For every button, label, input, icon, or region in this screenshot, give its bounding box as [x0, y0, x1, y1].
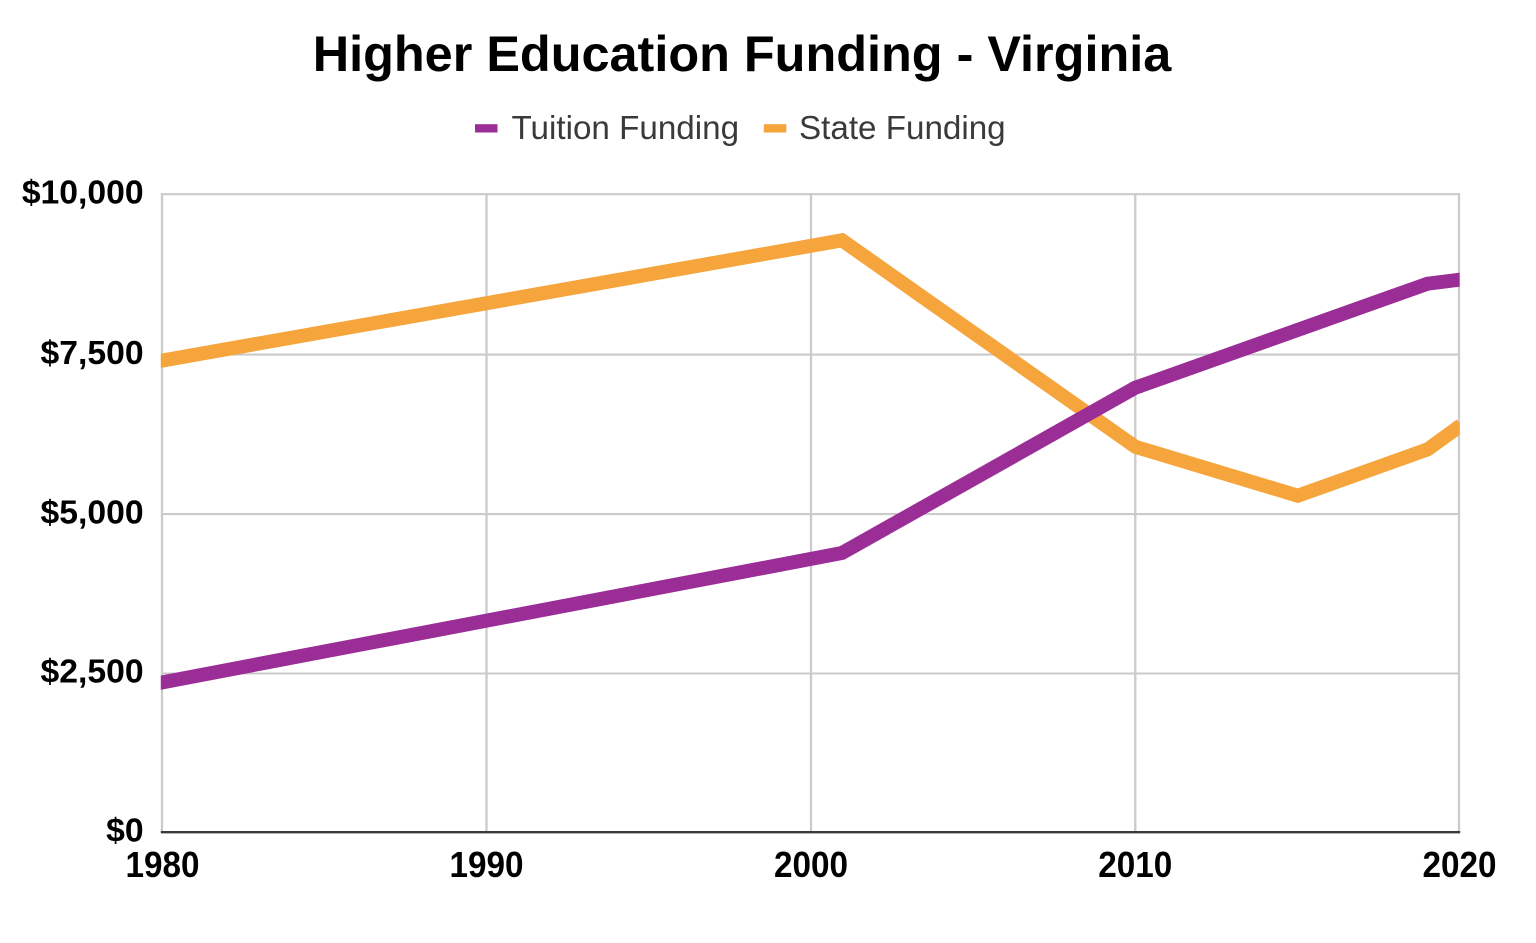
svg-text:$0: $0 — [106, 812, 143, 850]
svg-text:2020: 2020 — [1423, 845, 1497, 885]
svg-text:2000: 2000 — [774, 845, 848, 885]
svg-text:1980: 1980 — [126, 845, 200, 885]
svg-text:$10,000: $10,000 — [22, 173, 144, 211]
svg-text:1990: 1990 — [450, 845, 524, 885]
svg-text:State Funding: State Funding — [799, 110, 1006, 147]
svg-text:$5,000: $5,000 — [41, 493, 144, 531]
svg-text:$7,500: $7,500 — [41, 334, 144, 372]
svg-text:Higher Education Funding - Vir: Higher Education Funding - Virginia — [313, 25, 1172, 82]
svg-text:Tuition Funding: Tuition Funding — [512, 110, 740, 147]
svg-text:$2,500: $2,500 — [41, 653, 144, 691]
svg-text:2010: 2010 — [1098, 845, 1172, 885]
